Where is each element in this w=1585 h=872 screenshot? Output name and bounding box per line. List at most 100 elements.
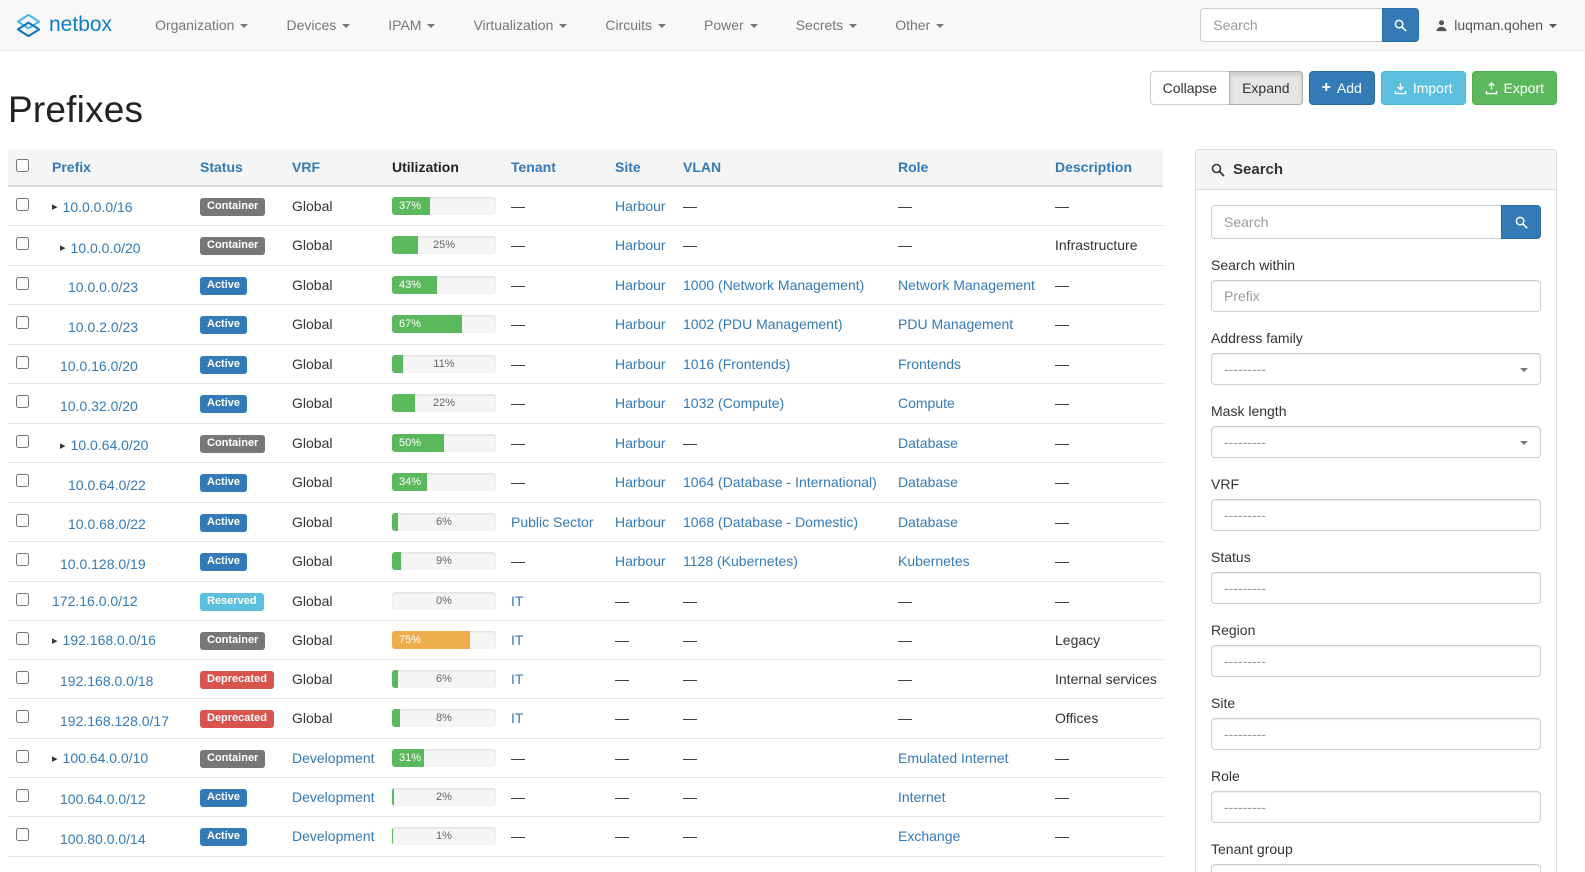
search-within-input[interactable]: [1211, 280, 1541, 312]
region-input[interactable]: [1211, 645, 1541, 677]
expand-toggle-icon[interactable]: ▸: [60, 439, 66, 452]
tenant-link[interactable]: IT: [511, 710, 524, 727]
row-checkbox[interactable]: [16, 355, 29, 369]
netbox-logo[interactable]: netbox: [15, 12, 112, 39]
row-checkbox[interactable]: [16, 631, 29, 645]
site-link[interactable]: Harbour: [615, 553, 666, 570]
vlan-link[interactable]: 1002 (PDU Management): [683, 316, 843, 333]
row-checkbox[interactable]: [16, 828, 29, 842]
role-link[interactable]: Database: [898, 474, 958, 491]
vrf-input[interactable]: [1211, 499, 1541, 531]
prefix-link[interactable]: 10.0.64.0/22: [68, 476, 146, 493]
column-header-tenant[interactable]: Tenant: [503, 149, 607, 187]
row-checkbox[interactable]: [16, 316, 29, 330]
prefix-link[interactable]: 172.16.0.0/12: [52, 592, 138, 609]
row-checkbox[interactable]: [16, 592, 29, 606]
row-checkbox[interactable]: [16, 513, 29, 527]
vrf-link[interactable]: Development: [292, 749, 375, 766]
vlan-link[interactable]: 1000 (Network Management): [683, 276, 865, 293]
add-button[interactable]: + Add: [1308, 71, 1375, 105]
site-input[interactable]: [1211, 718, 1541, 750]
column-header-site[interactable]: Site: [607, 149, 675, 187]
nav-item-circuits[interactable]: Circuits: [586, 0, 685, 50]
vlan-link[interactable]: 1032 (Compute): [683, 395, 785, 412]
expand-toggle-icon[interactable]: ▸: [52, 634, 58, 647]
prefix-link[interactable]: 192.168.0.0/16: [62, 632, 156, 649]
prefix-link[interactable]: 100.64.0.0/12: [60, 791, 146, 807]
role-link[interactable]: Compute: [898, 395, 955, 412]
role-link[interactable]: Kubernetes: [898, 553, 970, 570]
row-checkbox[interactable]: [16, 749, 29, 763]
prefix-link[interactable]: 10.0.32.0/20: [60, 397, 138, 414]
site-link[interactable]: Harbour: [615, 316, 666, 333]
role-link[interactable]: Exchange: [898, 828, 961, 845]
role-link[interactable]: Internet: [898, 788, 946, 805]
row-checkbox[interactable]: [16, 395, 29, 409]
row-checkbox[interactable]: [16, 788, 29, 802]
role-link[interactable]: Network Management: [898, 276, 1035, 293]
address-family-select[interactable]: ---------: [1211, 353, 1541, 385]
import-button[interactable]: Import: [1380, 71, 1466, 105]
tenant-link[interactable]: Public Sector: [511, 513, 594, 530]
site-link[interactable]: Harbour: [615, 474, 666, 491]
role-link[interactable]: PDU Management: [898, 316, 1014, 333]
expand-toggle-icon[interactable]: ▸: [52, 752, 58, 765]
row-checkbox[interactable]: [16, 276, 29, 290]
site-link[interactable]: Harbour: [615, 198, 666, 214]
tenant-link[interactable]: IT: [511, 631, 524, 648]
nav-item-secrets[interactable]: Secrets: [777, 0, 876, 50]
tenant-link[interactable]: IT: [511, 670, 524, 687]
column-header-status[interactable]: Status: [192, 149, 284, 187]
column-header-prefix[interactable]: Prefix: [44, 149, 192, 187]
vlan-link[interactable]: 1016 (Frontends): [683, 355, 791, 372]
role-link[interactable]: Frontends: [898, 355, 962, 372]
sidebar-search-input[interactable]: [1211, 205, 1501, 239]
prefix-link[interactable]: 10.0.2.0/23: [68, 318, 139, 335]
nav-item-power[interactable]: Power: [685, 0, 777, 50]
mask-length-select[interactable]: ---------: [1211, 426, 1541, 458]
expand-toggle-icon[interactable]: ▸: [60, 242, 66, 254]
tenant-group-input[interactable]: [1211, 864, 1541, 872]
role-link[interactable]: Emulated Internet: [898, 749, 1009, 766]
nav-item-virtualization[interactable]: Virtualization: [454, 0, 586, 50]
column-header-vlan[interactable]: VLAN: [675, 149, 890, 187]
vrf-link[interactable]: Development: [292, 828, 375, 845]
prefix-link[interactable]: 10.0.68.0/22: [68, 516, 146, 532]
site-link[interactable]: Harbour: [615, 276, 666, 293]
vlan-link[interactable]: 1064 (Database - International): [683, 474, 877, 491]
row-checkbox[interactable]: [16, 474, 29, 488]
site-link[interactable]: Harbour: [615, 395, 666, 412]
site-link[interactable]: Harbour: [615, 513, 666, 530]
collapse-button[interactable]: Collapse: [1149, 71, 1231, 105]
prefix-link[interactable]: 192.168.128.0/17: [60, 712, 169, 729]
select-all-checkbox[interactable]: [16, 159, 29, 172]
tenant-link[interactable]: IT: [511, 592, 524, 609]
prefix-link[interactable]: 10.0.16.0/20: [60, 358, 138, 374]
row-checkbox[interactable]: [16, 198, 29, 211]
prefix-link[interactable]: 10.0.0.0/16: [62, 198, 133, 215]
nav-item-other[interactable]: Other: [876, 0, 963, 50]
prefix-link[interactable]: 10.0.0.0/23: [68, 279, 139, 295]
prefix-link[interactable]: 100.64.0.0/10: [62, 750, 149, 767]
nav-item-ipam[interactable]: IPAM: [369, 0, 454, 50]
row-checkbox[interactable]: [16, 670, 29, 684]
navbar-search-input[interactable]: [1200, 8, 1383, 42]
column-header-vrf[interactable]: VRF: [284, 149, 384, 187]
site-link[interactable]: Harbour: [615, 237, 666, 254]
role-input[interactable]: [1211, 791, 1541, 823]
row-checkbox[interactable]: [16, 434, 29, 448]
prefix-link[interactable]: 192.168.0.0/18: [60, 673, 154, 689]
role-link[interactable]: Database: [898, 434, 958, 451]
prefix-link[interactable]: 10.0.64.0/20: [70, 437, 149, 453]
prefix-link[interactable]: 100.80.0.0/14: [60, 830, 146, 847]
column-header-description[interactable]: Description: [1047, 149, 1163, 187]
role-link[interactable]: Database: [898, 513, 958, 530]
vlan-link[interactable]: 1068 (Database - Domestic): [683, 513, 859, 530]
sidebar-search-button[interactable]: [1501, 205, 1541, 239]
nav-item-devices[interactable]: Devices: [267, 0, 369, 50]
site-link[interactable]: Harbour: [615, 355, 666, 372]
site-link[interactable]: Harbour: [615, 434, 666, 451]
navbar-search-button[interactable]: [1382, 8, 1420, 42]
nav-item-organization[interactable]: Organization: [136, 0, 267, 50]
column-header-role[interactable]: Role: [890, 149, 1047, 187]
